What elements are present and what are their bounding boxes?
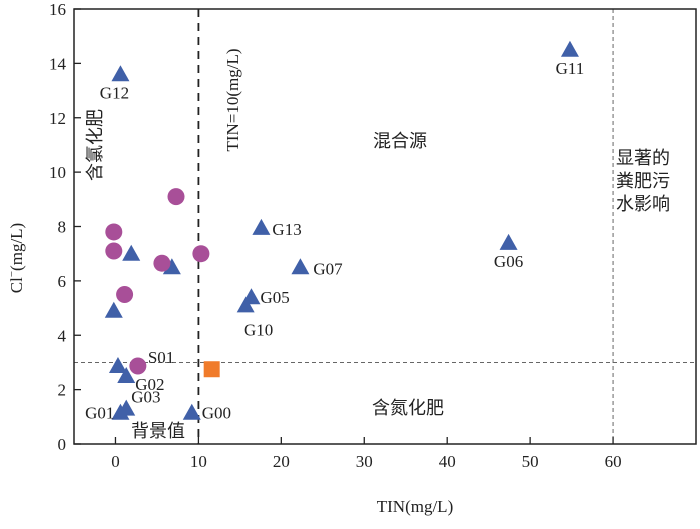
triangle-point [111, 65, 130, 82]
triangle-point [252, 218, 271, 235]
triangle-point [182, 403, 201, 420]
plot-frame [73, 8, 697, 445]
tin10-label: TIN=10(mg/L) [223, 48, 242, 151]
point-label-g07: G07 [313, 259, 343, 278]
annotation-manure-1: 显著的 [616, 148, 670, 168]
x-tick-label: 60 [605, 452, 622, 471]
axis-ticks: 0 10 20 30 40 50 60 0 2 4 6 8 10 12 14 16 [49, 0, 622, 471]
annotation-background: 背景值 [131, 421, 185, 441]
point-label-g02: G02 [135, 375, 164, 394]
triangle-point [108, 356, 127, 373]
annotation-cl-fertilizer: 含氯化肥 [85, 109, 105, 181]
square-point [203, 361, 220, 378]
point-label-g05: G05 [260, 288, 289, 307]
circle-point [105, 242, 123, 260]
y-tick-label: 10 [49, 163, 66, 182]
x-tick-label: 0 [111, 452, 120, 471]
circle-point [116, 285, 134, 303]
y-tick-label: 2 [58, 381, 67, 400]
point-label-g11: G11 [556, 59, 585, 78]
annotation-mixed-source: 混合源 [373, 131, 427, 151]
data-marks [104, 40, 579, 420]
point-label-g12: G12 [100, 83, 129, 102]
y-tick-label: 8 [58, 218, 67, 237]
triangle-point [117, 367, 136, 384]
circle-point [129, 357, 147, 375]
point-label-g03: G03 [131, 388, 160, 407]
annotation-n-fertilizer: 含氮化肥 [372, 398, 444, 418]
y-tick-label: 14 [49, 54, 67, 73]
triangle-point [236, 296, 255, 313]
triangle-point [291, 258, 310, 275]
circle-point [153, 254, 171, 272]
x-tick-label: 10 [190, 452, 207, 471]
x-tick-label: 50 [522, 452, 539, 471]
y-axis-label-unit: (mg/L) [7, 223, 26, 271]
y-axis-label-main: Cl [7, 277, 26, 293]
y-tick-label: 16 [49, 0, 66, 19]
circle-point [167, 188, 185, 206]
y-axis-label: Cl−(mg/L) [6, 223, 26, 293]
y-tick-label: 4 [58, 326, 67, 345]
y-axis-label-sup: − [6, 271, 18, 277]
point-label-g00: G00 [202, 404, 231, 423]
triangle-point [111, 403, 130, 420]
x-tick-label: 30 [356, 452, 373, 471]
reference-lines [74, 9, 696, 444]
point-label-g13: G13 [272, 220, 301, 239]
circle-point [192, 245, 210, 263]
point-label-g01: G01 [85, 404, 114, 423]
triangle-point [499, 233, 518, 250]
y-tick-label: 6 [58, 272, 67, 291]
x-tick-label: 20 [273, 452, 290, 471]
triangle-point [162, 258, 181, 275]
point-label-g06: G06 [494, 252, 523, 271]
triangle-point [104, 301, 123, 318]
circle-point [105, 223, 123, 241]
triangle-point [122, 244, 141, 261]
y-tick-label: 12 [49, 109, 66, 128]
point-label-s01: S01 [148, 348, 174, 367]
annotation-manure-3: 水影响 [616, 194, 670, 214]
x-tick-label: 40 [439, 452, 456, 471]
point-label-g10: G10 [244, 320, 273, 339]
x-axis-label: TIN(mg/L) [377, 497, 453, 516]
triangle-point [560, 40, 579, 57]
y-tick-label: 0 [58, 435, 67, 454]
svg-text:Cl−(mg/L): Cl−(mg/L) [6, 223, 26, 293]
annotation-manure-2: 粪肥污 [616, 171, 670, 191]
